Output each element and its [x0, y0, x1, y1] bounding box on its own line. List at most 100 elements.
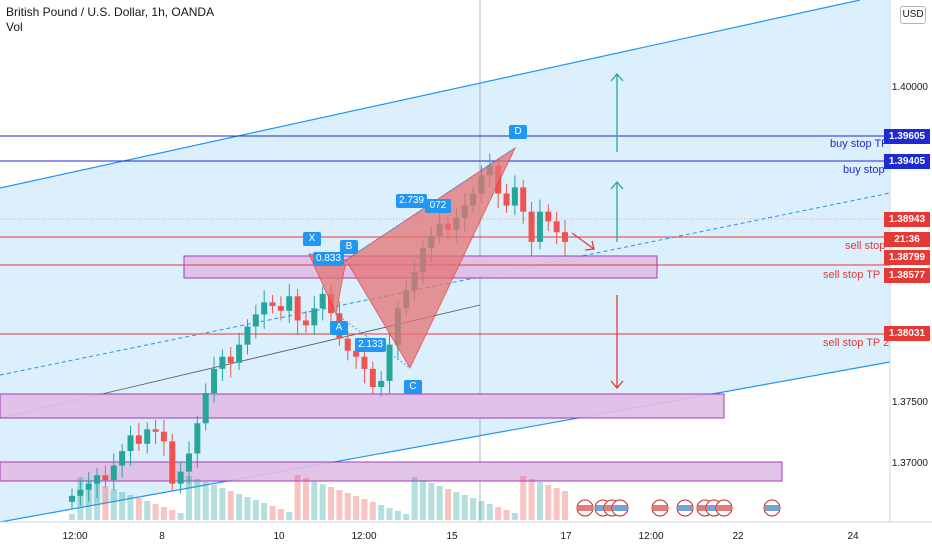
- candle-body: [127, 435, 134, 452]
- event-flag-stripe: [578, 505, 592, 511]
- level-label: sell stop TP 1: [823, 269, 890, 281]
- price-axis-label: 1.38577: [884, 268, 930, 283]
- level-label: buy stop TP: [830, 138, 889, 150]
- price-axis-label: 1.38943: [884, 212, 930, 227]
- event-flag-stripe: [717, 505, 731, 511]
- volume-bar: [169, 510, 176, 520]
- event-flag-stripe: [698, 505, 712, 511]
- volume-bar: [160, 507, 167, 520]
- price-axis-label: 1.38031: [884, 326, 930, 341]
- candle-body: [545, 211, 552, 222]
- volume-bar: [495, 507, 502, 520]
- volume-bar: [428, 483, 435, 520]
- volume-bar: [311, 481, 318, 520]
- candle-body: [503, 193, 510, 206]
- x-axis-tick: 17: [560, 531, 572, 542]
- x-axis-tick: 8: [159, 531, 165, 542]
- volume-bar: [302, 478, 309, 520]
- candle-body: [553, 221, 560, 233]
- candle-body: [353, 350, 360, 357]
- event-flag-stripe: [596, 505, 610, 511]
- candle-body: [152, 429, 159, 432]
- volume-bar: [344, 493, 351, 520]
- candle-body: [261, 302, 268, 315]
- volume-bar: [536, 482, 543, 520]
- candle-body: [520, 187, 527, 212]
- pattern-point-badge: D: [509, 125, 527, 139]
- volume-bar: [202, 482, 209, 520]
- event-flag-stripe: [613, 505, 627, 511]
- event-flag-stripe: [678, 505, 692, 511]
- volume-bar: [286, 512, 293, 520]
- event-flag-stripe: [765, 505, 779, 511]
- candle-body: [528, 211, 535, 242]
- volume-bar: [269, 506, 276, 520]
- volume-bar: [194, 479, 201, 520]
- candle-body: [361, 356, 368, 369]
- zone-lower: [0, 461, 783, 482]
- pattern-point-badge: B: [340, 240, 358, 254]
- channel-median-line: [0, 192, 891, 376]
- level-label: sell stop: [845, 240, 886, 252]
- currency-button[interactable]: USD: [900, 6, 926, 24]
- candle-body: [536, 211, 543, 242]
- candle-body: [344, 338, 351, 351]
- x-axis-tick: 12:00: [62, 531, 88, 542]
- candle-body: [202, 393, 209, 424]
- candle-body: [244, 326, 251, 345]
- candle-body: [252, 314, 259, 327]
- x-axis-tick: 15: [446, 531, 458, 542]
- buy-tp-arrow-head: [610, 73, 624, 82]
- candle-body: [77, 489, 84, 496]
- candle-body: [227, 356, 234, 363]
- level-label: sell stop TP 2: [823, 337, 890, 349]
- volume-bar: [553, 488, 560, 520]
- volume-bar: [94, 483, 101, 520]
- candle-body: [562, 232, 568, 242]
- x-axis-tick: 12:00: [351, 531, 377, 542]
- volume-bar: [545, 485, 552, 520]
- volume-bar: [411, 477, 418, 520]
- candle-body: [311, 308, 318, 326]
- volume-bar: [361, 499, 368, 520]
- volume-bar: [185, 476, 192, 520]
- sell-projection-arrow: [571, 232, 595, 250]
- volume-bar: [403, 514, 410, 520]
- candle-body: [110, 465, 117, 481]
- pattern-ratio-badge: 0.833: [313, 252, 345, 266]
- candle-body: [302, 320, 309, 326]
- volume-bar: [386, 508, 393, 520]
- price-axis-label: 1.38799: [884, 250, 930, 265]
- x-axis-tick: 24: [847, 531, 859, 542]
- volume-bar: [177, 513, 184, 520]
- candle-body: [135, 435, 142, 444]
- candle-body: [277, 305, 284, 311]
- volume-bar: [261, 503, 268, 520]
- volume-bar: [110, 489, 117, 520]
- volume-bar: [336, 490, 343, 520]
- x-axis-tick: 10: [273, 531, 285, 542]
- volume-bar: [503, 510, 510, 520]
- candle-body: [144, 429, 151, 444]
- volume-label[interactable]: Vol: [6, 20, 23, 34]
- volume-bar: [528, 479, 535, 520]
- volume-bar: [252, 500, 259, 520]
- x-axis-tick: 12:00: [638, 531, 664, 542]
- sell-arrow-head: [610, 380, 624, 389]
- volume-bar: [436, 486, 443, 520]
- pattern-point-badge: A: [330, 321, 348, 335]
- event-flag-stripe: [653, 505, 667, 511]
- volume-bar: [511, 513, 518, 520]
- volume-bar: [119, 492, 126, 520]
- candle-body: [169, 441, 176, 484]
- volume-bar: [369, 502, 376, 520]
- candle-body: [160, 431, 167, 442]
- candle-body: [85, 483, 92, 490]
- volume-bar: [236, 494, 243, 520]
- channel-upper-line: [0, 0, 861, 189]
- symbol-title[interactable]: British Pound / U.S. Dollar, 1h, OANDA: [6, 5, 215, 19]
- volume-bar: [562, 491, 568, 520]
- pattern-point-badge: C: [404, 380, 422, 394]
